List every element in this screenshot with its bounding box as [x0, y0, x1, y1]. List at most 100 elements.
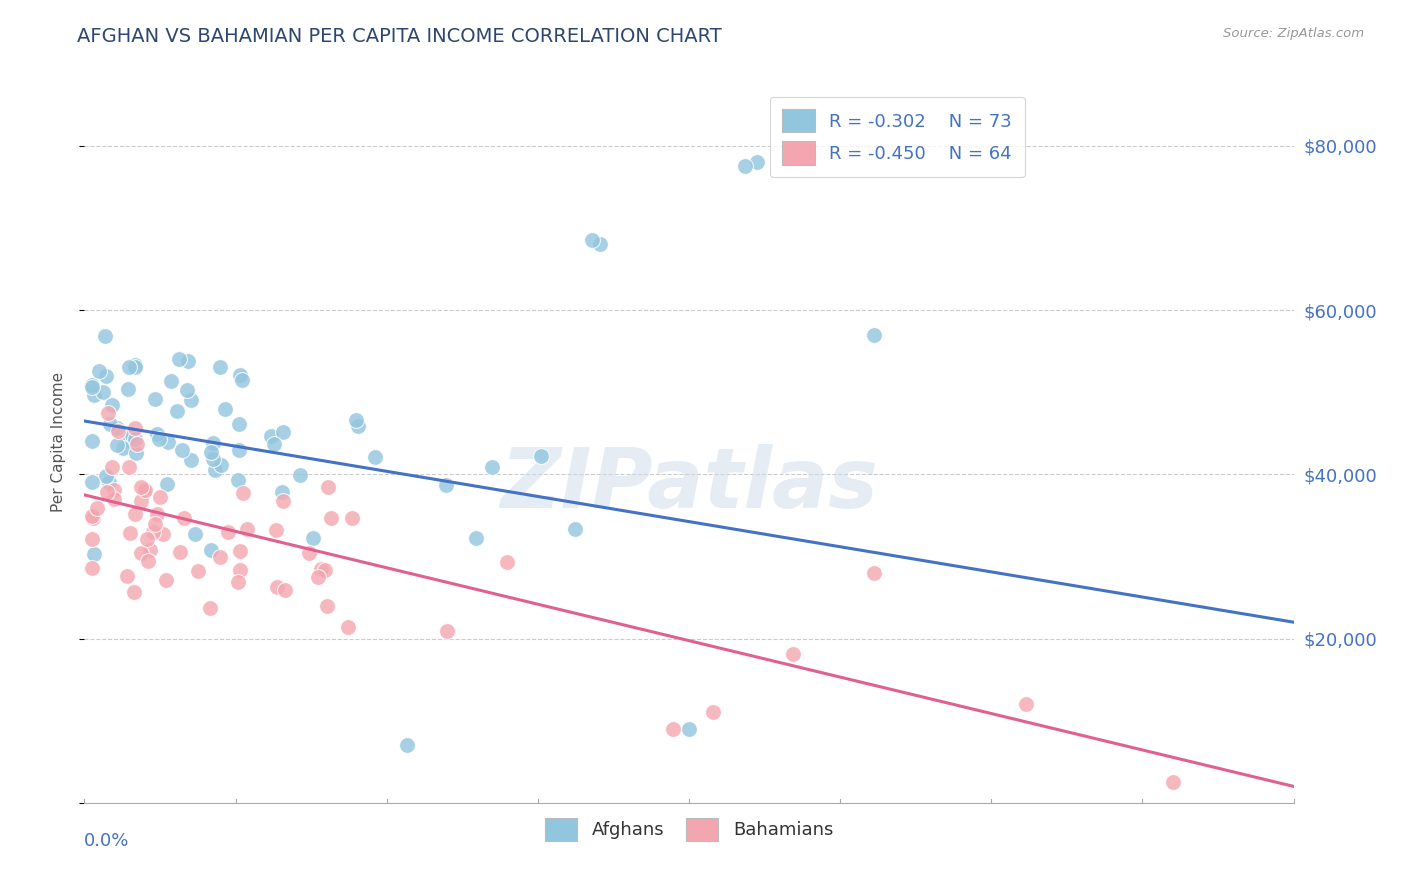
Point	[124, 507, 146, 521]
Point	[117, 434, 139, 448]
Text: Source: ZipAtlas.com: Source: ZipAtlas.com	[1223, 27, 1364, 40]
Point	[82, 434, 104, 448]
Point	[82, 475, 104, 490]
Point	[274, 583, 297, 598]
Point	[143, 516, 166, 531]
Point	[318, 480, 340, 494]
Point	[297, 546, 319, 560]
Point	[129, 480, 152, 494]
Point	[340, 511, 363, 525]
Point	[214, 401, 236, 416]
Point	[155, 573, 177, 587]
Point	[434, 478, 457, 492]
Point	[160, 374, 183, 388]
Point	[105, 421, 128, 435]
Point	[290, 468, 312, 483]
Point	[166, 403, 188, 417]
Point	[94, 328, 117, 343]
Point	[863, 327, 886, 342]
Point	[131, 546, 153, 560]
Point	[204, 463, 226, 477]
Point	[301, 531, 323, 545]
Point	[228, 442, 250, 457]
Point	[124, 432, 146, 446]
Point	[142, 525, 165, 540]
Text: AFGHAN VS BAHAMIAN PER CAPITA INCOME CORRELATION CHART: AFGHAN VS BAHAMIAN PER CAPITA INCOME COR…	[77, 27, 723, 45]
Point	[314, 562, 336, 576]
Point	[344, 412, 367, 426]
Point	[107, 424, 129, 438]
Point	[530, 449, 553, 463]
Point	[260, 429, 283, 443]
Point	[734, 160, 756, 174]
Point	[273, 494, 295, 508]
Point	[82, 508, 104, 523]
Point	[172, 442, 194, 457]
Point	[82, 380, 104, 394]
Point	[138, 543, 160, 558]
Text: 0.0%: 0.0%	[84, 831, 129, 850]
Point	[121, 428, 143, 442]
Point	[228, 473, 250, 487]
Point	[146, 507, 169, 521]
Point	[436, 624, 458, 638]
Point	[266, 524, 288, 538]
Point	[136, 533, 159, 547]
Point	[307, 570, 329, 584]
Point	[107, 438, 129, 452]
Point	[228, 417, 250, 432]
Point	[200, 542, 222, 557]
Point	[152, 526, 174, 541]
Point	[83, 387, 105, 401]
Point	[82, 533, 104, 547]
Point	[82, 561, 104, 575]
Point	[229, 544, 252, 558]
Point	[316, 599, 339, 613]
Point	[86, 501, 108, 516]
Point	[229, 563, 252, 577]
Point	[118, 460, 141, 475]
Point	[156, 476, 179, 491]
Point	[101, 460, 124, 475]
Point	[129, 494, 152, 508]
Point	[100, 417, 122, 432]
Point	[148, 432, 170, 446]
Point	[581, 233, 603, 247]
Point	[208, 550, 231, 565]
Point	[271, 485, 294, 500]
Point	[177, 354, 200, 368]
Point	[124, 358, 146, 372]
Point	[83, 547, 105, 561]
Point	[395, 739, 418, 753]
Point	[364, 450, 387, 465]
Point	[782, 647, 804, 661]
Text: ZIPatlas: ZIPatlas	[501, 444, 877, 525]
Point	[91, 384, 114, 399]
Point	[319, 511, 342, 525]
Point	[97, 475, 120, 489]
Point	[309, 562, 332, 576]
Point	[662, 722, 685, 736]
Point	[496, 555, 519, 569]
Point	[184, 527, 207, 541]
Point	[134, 483, 156, 497]
Point	[149, 490, 172, 504]
Point	[209, 458, 232, 472]
Point	[702, 706, 724, 720]
Point	[678, 722, 700, 736]
Point	[226, 575, 249, 590]
Point	[863, 566, 886, 580]
Point	[173, 511, 195, 525]
Point	[263, 437, 285, 451]
Point	[118, 360, 141, 375]
Point	[124, 421, 146, 435]
Point	[167, 352, 190, 367]
Point	[87, 364, 110, 378]
Point	[145, 392, 167, 406]
Point	[117, 382, 139, 396]
Point	[103, 491, 125, 506]
Point	[187, 565, 209, 579]
Point	[589, 237, 612, 252]
Point	[103, 483, 125, 498]
Point	[96, 468, 118, 483]
